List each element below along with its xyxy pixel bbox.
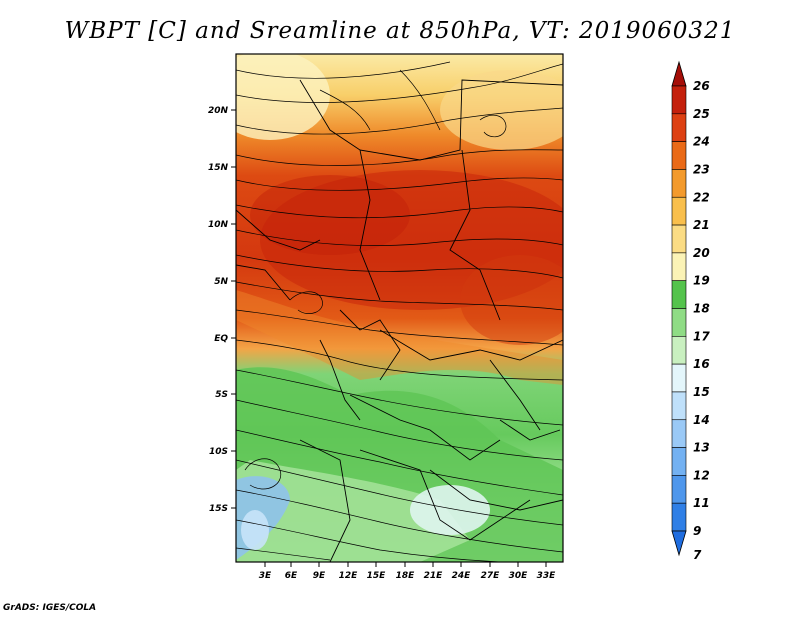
- lat-tick-label: 5N: [214, 277, 228, 287]
- lat-tick-label: 10S: [209, 447, 228, 457]
- colorbar-label: 25: [693, 107, 710, 121]
- lon-tick-label: 12E: [339, 571, 359, 581]
- colorbar-label: 7: [693, 548, 702, 562]
- map-frame: [235, 53, 564, 563]
- colorbar-label: 22: [693, 190, 710, 204]
- colorbar-bin: [671, 85, 687, 115]
- lon-axis: 3E 6E 9E 12E 15E 18E 21E 24E 27E 30E 33E: [259, 562, 556, 581]
- colorbar-bin: [671, 502, 687, 532]
- colorbar-label: 13: [693, 441, 710, 455]
- colorbar-bin: [671, 141, 687, 170]
- colorbar-max-arrow: [671, 60, 687, 87]
- colorbar-label: 18: [693, 302, 710, 316]
- streamlines: [236, 61, 563, 562]
- colorbar-bin: [671, 169, 687, 198]
- country-borders: [236, 79, 563, 562]
- lon-tick-label: 3E: [259, 571, 272, 581]
- colorbar-bin: [671, 196, 687, 226]
- lat-tick-label: 10N: [208, 220, 229, 230]
- lat-tick-label: 5S: [215, 390, 228, 400]
- colorbar-bin: [671, 252, 687, 281]
- colorbar-label: 23: [693, 162, 710, 176]
- colorbar-bin: [671, 113, 687, 142]
- lat-tick-label: EQ: [214, 334, 228, 344]
- colorbar-label: 21: [693, 218, 710, 232]
- lon-tick-label: 30E: [509, 571, 529, 581]
- colorbar-label: 9: [693, 524, 701, 538]
- colorbar-label: 19: [693, 274, 710, 288]
- colorbar-label: 12: [693, 468, 710, 482]
- colorbar-min-arrow: [671, 530, 687, 557]
- lat-tick-label: 15N: [208, 163, 229, 173]
- credit-label: GrADS: IGES/COLA: [3, 603, 97, 613]
- lon-tick-label: 24E: [452, 571, 472, 581]
- colorbar-label: 17: [693, 329, 710, 343]
- colorbar-bin: [671, 224, 687, 254]
- lat-tick-label: 15S: [209, 504, 228, 514]
- colorbar-bin: [671, 475, 687, 504]
- lon-tick-label: 27E: [481, 571, 501, 581]
- lon-tick-label: 18E: [396, 571, 416, 581]
- lon-tick-label: 15E: [367, 571, 387, 581]
- lon-tick-label: 6E: [285, 571, 298, 581]
- colorbar-label: 24: [693, 135, 710, 149]
- map-title: WBPT [C] and Sreamline at 850hPa, VT: 20…: [64, 18, 736, 44]
- lon-tick-label: 21E: [424, 571, 444, 581]
- colorbar-bin: [671, 391, 687, 421]
- colorbar-bin: [671, 419, 687, 448]
- colorbar-label: 20: [693, 246, 710, 260]
- colorbar-bin: [671, 280, 687, 309]
- colorbar: 26 25 24 23 22 21 20 19 18 17 16 15 14 13 12 11 9 7: [671, 60, 710, 562]
- colorbar-bin: [671, 447, 687, 476]
- colorbar-label: 15: [693, 385, 710, 399]
- temperature-field: [236, 54, 563, 562]
- lat-axis: 20N 15N 10N 5N EQ 5S 10S 15S: [208, 106, 236, 514]
- lon-tick-label: 33E: [537, 571, 557, 581]
- colorbar-label: 26: [693, 79, 710, 93]
- colorbar-label: 14: [693, 413, 710, 427]
- lon-tick-label: 9E: [313, 571, 326, 581]
- colorbar-bin: [671, 363, 687, 393]
- colorbar-label: 16: [693, 357, 710, 371]
- lat-tick-label: 20N: [208, 106, 229, 116]
- colorbar-bin: [671, 308, 687, 337]
- colorbar-bin: [671, 336, 687, 365]
- colorbar-label: 11: [693, 496, 710, 510]
